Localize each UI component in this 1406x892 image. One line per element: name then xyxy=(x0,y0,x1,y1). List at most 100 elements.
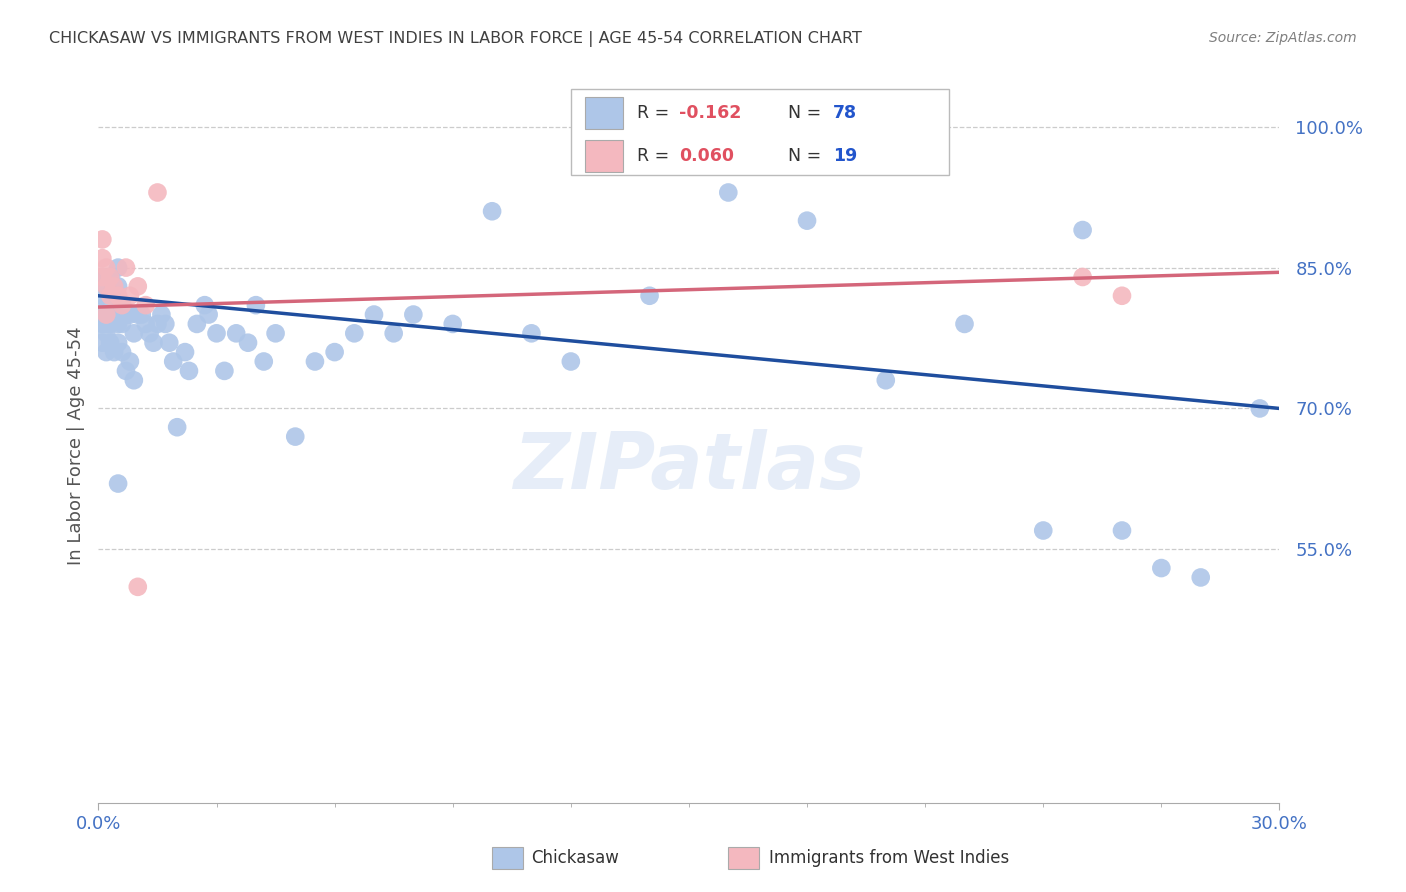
Text: CHICKASAW VS IMMIGRANTS FROM WEST INDIES IN LABOR FORCE | AGE 45-54 CORRELATION : CHICKASAW VS IMMIGRANTS FROM WEST INDIES… xyxy=(49,31,862,47)
Point xyxy=(253,354,276,368)
Point xyxy=(107,289,129,303)
Point xyxy=(214,364,236,378)
Point xyxy=(264,326,287,341)
Point xyxy=(304,354,326,368)
Point xyxy=(91,251,114,265)
Point xyxy=(205,326,228,341)
Point xyxy=(96,308,118,322)
Point xyxy=(98,308,121,322)
Point xyxy=(103,279,125,293)
Point xyxy=(111,345,134,359)
Point xyxy=(98,317,121,331)
Text: 0.060: 0.060 xyxy=(679,147,734,165)
Text: 78: 78 xyxy=(832,104,858,122)
Point xyxy=(323,345,346,359)
Point xyxy=(96,308,118,322)
Point xyxy=(236,335,259,350)
Point xyxy=(1071,270,1094,285)
Point xyxy=(127,580,149,594)
Point xyxy=(122,326,145,341)
Point xyxy=(481,204,503,219)
Text: R =: R = xyxy=(637,104,675,122)
Point xyxy=(98,270,121,285)
Point xyxy=(107,260,129,275)
Text: ZIPatlas: ZIPatlas xyxy=(513,429,865,506)
Point xyxy=(103,308,125,322)
Point xyxy=(875,373,897,387)
Point xyxy=(91,232,114,246)
Point xyxy=(118,308,141,322)
FancyBboxPatch shape xyxy=(585,140,623,172)
Point xyxy=(96,279,118,293)
Point xyxy=(142,335,165,350)
Point xyxy=(107,317,129,331)
Point xyxy=(96,345,118,359)
Point xyxy=(560,354,582,368)
Point xyxy=(402,308,425,322)
Point xyxy=(166,420,188,434)
Point xyxy=(177,364,200,378)
Text: Source: ZipAtlas.com: Source: ZipAtlas.com xyxy=(1209,31,1357,45)
Point xyxy=(118,289,141,303)
Point xyxy=(127,279,149,293)
Point xyxy=(717,186,740,200)
Point xyxy=(118,354,141,368)
Point xyxy=(107,476,129,491)
Point xyxy=(197,308,219,322)
Point xyxy=(146,186,169,200)
Point xyxy=(98,335,121,350)
Text: 19: 19 xyxy=(832,147,858,165)
Point xyxy=(135,298,157,312)
Point xyxy=(441,317,464,331)
Point xyxy=(174,345,197,359)
Point xyxy=(638,289,661,303)
Point xyxy=(127,308,149,322)
Text: Immigrants from West Indies: Immigrants from West Indies xyxy=(769,849,1010,867)
Point xyxy=(363,308,385,322)
Point xyxy=(343,326,366,341)
Point xyxy=(225,326,247,341)
Point xyxy=(245,298,267,312)
Point xyxy=(98,289,121,303)
Point xyxy=(107,335,129,350)
Point xyxy=(91,335,114,350)
Point xyxy=(96,298,118,312)
Point xyxy=(953,317,976,331)
Point xyxy=(382,326,405,341)
Point xyxy=(138,326,160,341)
Point xyxy=(146,317,169,331)
Point xyxy=(162,354,184,368)
Point xyxy=(96,326,118,341)
Point xyxy=(194,298,217,312)
Point xyxy=(91,317,114,331)
Point xyxy=(1249,401,1271,416)
Point xyxy=(1111,524,1133,538)
Point xyxy=(122,373,145,387)
Point xyxy=(111,317,134,331)
Point xyxy=(96,317,118,331)
Point xyxy=(1150,561,1173,575)
Point xyxy=(91,270,114,285)
Point xyxy=(115,260,138,275)
Point xyxy=(111,298,134,312)
FancyBboxPatch shape xyxy=(585,97,623,129)
Text: R =: R = xyxy=(637,147,675,165)
Point xyxy=(103,289,125,303)
Point xyxy=(186,317,208,331)
Point xyxy=(1071,223,1094,237)
Point xyxy=(1032,524,1054,538)
Point xyxy=(103,345,125,359)
Point xyxy=(796,213,818,227)
Point xyxy=(91,270,114,285)
Point xyxy=(107,279,129,293)
Point xyxy=(98,289,121,303)
Point xyxy=(98,270,121,285)
Point xyxy=(284,429,307,443)
FancyBboxPatch shape xyxy=(571,89,949,175)
Point xyxy=(111,298,134,312)
Point xyxy=(115,308,138,322)
Point xyxy=(155,317,177,331)
Point xyxy=(157,335,180,350)
Point xyxy=(96,260,118,275)
Point xyxy=(91,289,114,303)
